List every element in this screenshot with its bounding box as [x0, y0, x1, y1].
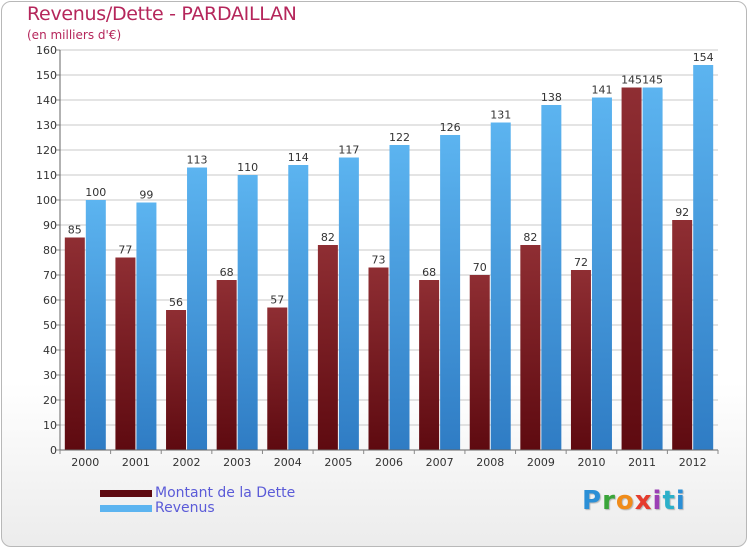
bar-revenus — [490, 122, 511, 450]
y-tick-label: 130 — [36, 119, 57, 132]
data-label-dette: 77 — [118, 244, 132, 257]
bar-revenus — [187, 167, 208, 450]
y-tick-label: 10 — [43, 419, 57, 432]
legend-label-dette: Montant de la Dette — [155, 485, 296, 501]
x-tick-label: 2004 — [274, 456, 302, 469]
bar-revenus — [693, 65, 714, 450]
chart-title: Revenus/Dette - PARDAILLAN — [27, 3, 297, 25]
y-tick-label: 30 — [43, 369, 57, 382]
x-tick-label: 2007 — [426, 456, 454, 469]
data-label-revenus: 117 — [338, 144, 359, 157]
bar-dette — [368, 267, 389, 450]
data-labels: 85 100 77 99 56 113 68 110 57 114 82 117 73 122 68 126 7… — [68, 51, 714, 309]
data-label-dette: 70 — [473, 261, 487, 274]
y-tick-label: 150 — [36, 69, 57, 82]
bar-dette — [166, 310, 187, 450]
y-tick-label: 20 — [43, 394, 57, 407]
data-label-revenus: 114 — [288, 151, 309, 164]
bar-dette — [621, 87, 642, 450]
data-label-revenus: 138 — [541, 91, 562, 104]
data-label-revenus: 141 — [591, 84, 612, 97]
data-label-revenus: 110 — [237, 161, 258, 174]
x-tick-label: 2006 — [375, 456, 403, 469]
x-tick-label: 2003 — [223, 456, 251, 469]
data-label-revenus: 145 — [642, 74, 663, 87]
legend-swatch-dette — [100, 490, 152, 497]
x-tick-label: 2001 — [122, 456, 150, 469]
bar-dette — [672, 220, 693, 450]
data-label-revenus: 99 — [139, 189, 153, 202]
y-tick-label: 140 — [36, 94, 57, 107]
bar-revenus — [541, 105, 562, 450]
x-tick-label: 2000 — [71, 456, 99, 469]
bar-dette — [317, 245, 338, 450]
data-label-dette: 56 — [169, 296, 183, 309]
y-tick-label: 160 — [36, 44, 57, 57]
x-tick-label: 2005 — [324, 456, 352, 469]
bar-revenus — [389, 145, 410, 450]
data-label-revenus: 100 — [85, 186, 106, 199]
data-label-dette: 68 — [220, 266, 234, 279]
bar-revenus — [642, 87, 663, 450]
data-label-revenus: 131 — [490, 109, 511, 122]
bar-revenus — [136, 202, 157, 450]
x-tick-label: 2010 — [577, 456, 605, 469]
x-tick-label: 2011 — [628, 456, 656, 469]
bar-dette — [570, 270, 591, 450]
data-label-revenus: 113 — [187, 154, 208, 167]
bar-dette — [216, 280, 237, 450]
bar-revenus — [237, 175, 258, 450]
proxiti-logo: Proxiti — [582, 486, 686, 516]
y-tick-label: 0 — [50, 444, 57, 457]
bar-revenus — [440, 135, 461, 450]
x-tick-label: 2002 — [173, 456, 201, 469]
y-tick-label: 80 — [43, 244, 57, 257]
legend-swatch-revenus — [100, 505, 152, 512]
data-label-dette: 82 — [321, 231, 335, 244]
x-tick-label: 2008 — [476, 456, 504, 469]
data-label-revenus: 126 — [440, 121, 461, 134]
bar-revenus — [288, 165, 309, 450]
x-tick-label: 2009 — [527, 456, 555, 469]
grid-lines — [60, 49, 718, 451]
bar-revenus — [85, 200, 106, 450]
chart-subtitle: (en milliers d'€) — [27, 28, 122, 42]
y-tick-label: 70 — [43, 269, 57, 282]
y-tick-label: 120 — [36, 144, 57, 157]
data-label-revenus: 154 — [693, 51, 714, 64]
bar-dette — [64, 237, 85, 450]
bar-dette — [115, 257, 136, 450]
data-label-dette: 145 — [621, 74, 642, 87]
data-label-dette: 92 — [675, 206, 689, 219]
x-tick-label: 2012 — [679, 456, 707, 469]
bar-revenus — [591, 97, 612, 450]
y-tick-label: 50 — [43, 319, 57, 332]
axes: 0 10 20 30 40 50 60 70 80 90 100 110 120 130 140 150 160… — [36, 44, 719, 469]
data-label-dette: 72 — [574, 256, 588, 269]
data-label-revenus: 122 — [389, 131, 410, 144]
y-tick-label: 60 — [43, 294, 57, 307]
bars — [64, 65, 714, 450]
data-label-dette: 57 — [270, 294, 284, 307]
data-label-dette: 85 — [68, 224, 82, 237]
y-tick-label: 110 — [36, 169, 57, 182]
y-tick-label: 90 — [43, 219, 57, 232]
bar-dette — [419, 280, 440, 450]
bar-dette — [469, 275, 490, 450]
data-label-dette: 82 — [523, 231, 537, 244]
legend-label-revenus: Revenus — [155, 500, 215, 516]
bar-revenus — [338, 157, 359, 450]
data-label-dette: 68 — [422, 266, 436, 279]
y-tick-label: 100 — [36, 194, 57, 207]
data-label-dette: 73 — [372, 254, 386, 267]
y-tick-label: 40 — [43, 344, 57, 357]
bar-dette — [520, 245, 541, 450]
bar-dette — [267, 307, 288, 450]
